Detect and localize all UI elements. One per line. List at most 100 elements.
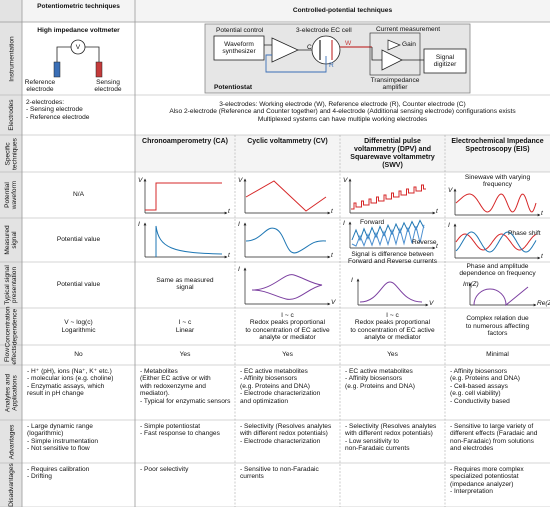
eis-voltage: [455, 233, 537, 251]
cell-text: - Requires calibration: [27, 466, 90, 473]
cell-text: (e.g. Proteins and DNA): [240, 382, 310, 390]
cell-text: - Typical for enzymatic sensors: [140, 397, 231, 405]
row-label: Instrumentation: [7, 35, 15, 82]
dpv-waveform: [351, 184, 426, 210]
cell-text: to concentration of EC active: [350, 326, 435, 334]
sensing-electrode: [95, 61, 103, 78]
dpv-reverse: [351, 224, 425, 247]
cell-text: - Conductivity based: [450, 397, 510, 405]
cell-text: - Requires more complex: [450, 466, 524, 473]
ca-waveform: [145, 182, 222, 211]
cell-text: - Simple instrumentation: [27, 437, 99, 445]
cell-text: I ~ c: [281, 311, 294, 319]
axis-label: t: [436, 243, 438, 250]
cell-text: Yes: [282, 351, 293, 359]
cell-text: and optimization: [240, 397, 289, 405]
instrument-title: High impedance voltmeter: [37, 27, 120, 34]
row-label-column: [0, 0, 22, 507]
column-header: Controlled-potential techniques: [292, 7, 393, 14]
cell-text: - Interpretation: [450, 488, 493, 496]
cell-text: Forward and Reverse currents: [347, 258, 438, 266]
cell-text: analyte or mediator: [259, 333, 316, 341]
electrode-text: Also 2-electrode (Reference and Counter …: [169, 108, 516, 116]
cell-text: - EC active metabolites: [240, 368, 308, 375]
cell-text: Potential value: [56, 236, 101, 243]
eis-nyquist: [473, 286, 529, 307]
cell-text: Redox peaks proportional: [249, 319, 326, 327]
cell-text: - Cell-based assays: [450, 382, 508, 390]
block-label: Current measurement: [376, 26, 441, 33]
cv-current: [245, 227, 327, 254]
block-label: 3-electrode EC cell: [296, 27, 352, 34]
dpv-forward: [351, 219, 425, 242]
header-row: [22, 0, 550, 22]
electrode-letter: R: [329, 62, 334, 69]
cell-text: (logarithmic): [27, 430, 64, 438]
technique-title: Cyclic voltammetry (CV): [247, 138, 328, 145]
cell-text: with different redox potentials): [240, 430, 328, 438]
block-label: Transimpedance amplifier: [370, 77, 420, 92]
cell-text: and electrodes: [450, 445, 494, 453]
cell-text: Yes: [387, 351, 398, 359]
dpv-peak: [359, 281, 423, 303]
opamp: [271, 37, 299, 63]
wire: [264, 44, 312, 51]
axis-label: V: [343, 177, 348, 184]
block-label: Gain: [402, 41, 416, 48]
row-label: Disadvantages: [7, 463, 15, 507]
axis-label: Im(Z): [463, 281, 479, 288]
cell-text: result in pH change: [27, 390, 84, 398]
electrode-letter: W: [345, 40, 352, 47]
reference-electrode: [53, 61, 61, 78]
block-label: Potential control: [216, 27, 264, 34]
row-label: Concentration dependence: [4, 305, 18, 348]
axis-label: t: [331, 252, 333, 259]
wire: [371, 47, 424, 61]
technique-row: [135, 135, 550, 172]
cell-text: - Sensitive to large variety of: [450, 423, 534, 430]
cell-text: - Affinity biosensors: [450, 368, 508, 375]
axis-label: V: [331, 299, 336, 306]
cell-text: (e.g. cell viability): [450, 390, 501, 398]
digitizer-box: [423, 48, 467, 74]
cell-text: - molecular ions (e.g. choline): [27, 375, 114, 383]
cell-text: currents: [240, 473, 264, 481]
axis-label: Re(Z): [537, 300, 550, 307]
curve-label: Forward: [360, 219, 385, 226]
cell-text: Linear: [175, 326, 195, 334]
cell-text: - Drifting: [27, 473, 52, 481]
cell-text: - Large dynamic range: [27, 423, 93, 430]
cv-voltammogram: [251, 274, 323, 300]
reference-wire: [265, 54, 327, 73]
axis-label: V: [138, 177, 143, 184]
cell-text: mediator).: [140, 390, 170, 398]
cell-text: Potential value: [56, 281, 101, 288]
axis-label: V: [448, 187, 453, 194]
axis-label: t: [228, 252, 230, 259]
cell-text: - Electrode characterization: [240, 390, 321, 398]
cell-text: Sinewave with varying frequency: [464, 174, 531, 189]
cell-text: to numerous affecting: [465, 322, 530, 330]
cell-text: V ~ log(c): [64, 319, 93, 327]
cell-text: - H⁺ (pH), ions (Na⁺, K⁺ etc.): [27, 368, 112, 375]
column-header: Potentiometric techniques: [37, 3, 120, 10]
curve-label: Phase shift: [508, 230, 541, 237]
cell-text: - Simple potentiostat: [140, 423, 201, 430]
curve-label: Reverse: [412, 239, 437, 246]
cell-text: Signal is difference between: [351, 251, 434, 258]
block-label: Waveform synthesizer: [222, 41, 256, 56]
row-label: Specific techniques: [4, 137, 18, 170]
cell-text: Logarithmic: [61, 326, 96, 334]
cell-text: Same as measured signal: [156, 277, 214, 292]
cell-text: - Metabolites: [140, 368, 178, 375]
axis-label: t: [541, 210, 543, 217]
cell-text: No: [74, 351, 83, 359]
cell-text: - Selectivity (Resolves analytes: [240, 423, 332, 430]
cell-text: to concentration of EC active: [245, 326, 330, 334]
eis-waveform: [455, 193, 537, 213]
wire: [56, 46, 100, 62]
waveform-box: [213, 35, 265, 61]
cell-text: - Enzymatic assays, which: [27, 382, 105, 390]
